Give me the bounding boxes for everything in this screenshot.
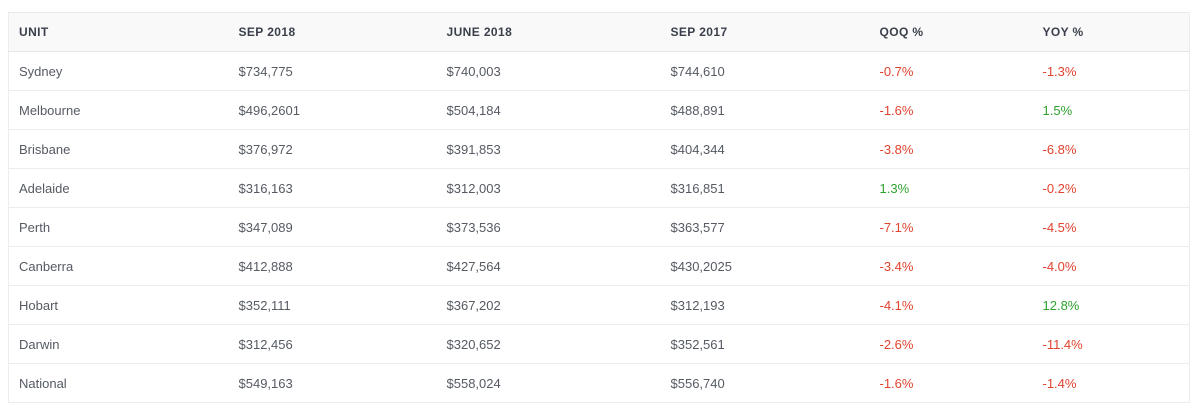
cell-unit: Hobart (8, 285, 229, 325)
cell-qoq: -3.4% (869, 246, 1033, 286)
table-row: Sydney $734,775 $740,003 $744,610 -0.7% … (8, 51, 1190, 91)
cell-yoy: -6.8% (1032, 129, 1190, 169)
table-row: Darwin $312,456 $320,652 $352,561 -2.6% … (8, 324, 1190, 364)
cell-june-2018: $320,652 (436, 324, 661, 364)
cell-unit: Melbourne (8, 90, 229, 130)
cell-sep-2017: $556,740 (660, 363, 870, 403)
cell-unit: Canberra (8, 246, 229, 286)
cell-unit: Adelaide (8, 168, 229, 208)
unit-price-table: UNIT SEP 2018 JUNE 2018 SEP 2017 QOQ % Y… (8, 12, 1190, 403)
cell-qoq: -1.6% (869, 363, 1033, 403)
cell-sep-2017: $363,577 (660, 207, 870, 247)
table-row: Canberra $412,888 $427,564 $430,2025 -3.… (8, 246, 1190, 286)
cell-june-2018: $367,202 (436, 285, 661, 325)
cell-yoy: -11.4% (1032, 324, 1190, 364)
table-row: Brisbane $376,972 $391,853 $404,344 -3.8… (8, 129, 1190, 169)
cell-yoy: -1.3% (1032, 51, 1190, 91)
cell-sep-2018: $496,2601 (228, 90, 437, 130)
cell-june-2018: $427,564 (436, 246, 661, 286)
header-yoy: YOY % (1032, 12, 1190, 52)
cell-yoy: -4.0% (1032, 246, 1190, 286)
cell-unit: National (8, 363, 229, 403)
cell-qoq: -2.6% (869, 324, 1033, 364)
table-body: Sydney $734,775 $740,003 $744,610 -0.7% … (8, 51, 1190, 403)
table-row: National $549,163 $558,024 $556,740 -1.6… (8, 363, 1190, 403)
cell-yoy: -4.5% (1032, 207, 1190, 247)
cell-qoq: -4.1% (869, 285, 1033, 325)
header-sep-2017: SEP 2017 (660, 12, 870, 52)
cell-june-2018: $312,003 (436, 168, 661, 208)
header-qoq: QOQ % (869, 12, 1033, 52)
table-row: Hobart $352,111 $367,202 $312,193 -4.1% … (8, 285, 1190, 325)
cell-sep-2017: $488,891 (660, 90, 870, 130)
cell-sep-2018: $376,972 (228, 129, 437, 169)
cell-unit: Sydney (8, 51, 229, 91)
cell-qoq: -0.7% (869, 51, 1033, 91)
cell-june-2018: $740,003 (436, 51, 661, 91)
cell-sep-2017: $312,193 (660, 285, 870, 325)
cell-sep-2018: $352,111 (228, 285, 437, 325)
cell-sep-2018: $312,456 (228, 324, 437, 364)
cell-sep-2018: $316,163 (228, 168, 437, 208)
cell-sep-2018: $412,888 (228, 246, 437, 286)
cell-qoq: -3.8% (869, 129, 1033, 169)
cell-sep-2018: $734,775 (228, 51, 437, 91)
table-row: Melbourne $496,2601 $504,184 $488,891 -1… (8, 90, 1190, 130)
cell-june-2018: $558,024 (436, 363, 661, 403)
cell-yoy: -0.2% (1032, 168, 1190, 208)
unit-price-table-container: UNIT SEP 2018 JUNE 2018 SEP 2017 QOQ % Y… (8, 12, 1190, 403)
cell-sep-2017: $352,561 (660, 324, 870, 364)
cell-yoy: 12.8% (1032, 285, 1190, 325)
cell-sep-2018: $549,163 (228, 363, 437, 403)
table-row: Perth $347,089 $373,536 $363,577 -7.1% -… (8, 207, 1190, 247)
cell-yoy: -1.4% (1032, 363, 1190, 403)
cell-sep-2017: $316,851 (660, 168, 870, 208)
cell-qoq: -7.1% (869, 207, 1033, 247)
cell-unit: Darwin (8, 324, 229, 364)
cell-sep-2018: $347,089 (228, 207, 437, 247)
cell-unit: Brisbane (8, 129, 229, 169)
cell-sep-2017: $430,2025 (660, 246, 870, 286)
table-row: Adelaide $316,163 $312,003 $316,851 1.3%… (8, 168, 1190, 208)
cell-sep-2017: $744,610 (660, 51, 870, 91)
cell-qoq: 1.3% (869, 168, 1033, 208)
cell-unit: Perth (8, 207, 229, 247)
cell-yoy: 1.5% (1032, 90, 1190, 130)
cell-june-2018: $373,536 (436, 207, 661, 247)
header-unit: UNIT (8, 12, 229, 52)
header-sep-2018: SEP 2018 (228, 12, 437, 52)
header-row: UNIT SEP 2018 JUNE 2018 SEP 2017 QOQ % Y… (8, 12, 1190, 52)
cell-qoq: -1.6% (869, 90, 1033, 130)
cell-june-2018: $504,184 (436, 90, 661, 130)
header-june-2018: JUNE 2018 (436, 12, 661, 52)
cell-sep-2017: $404,344 (660, 129, 870, 169)
cell-june-2018: $391,853 (436, 129, 661, 169)
table-header: UNIT SEP 2018 JUNE 2018 SEP 2017 QOQ % Y… (8, 12, 1190, 52)
